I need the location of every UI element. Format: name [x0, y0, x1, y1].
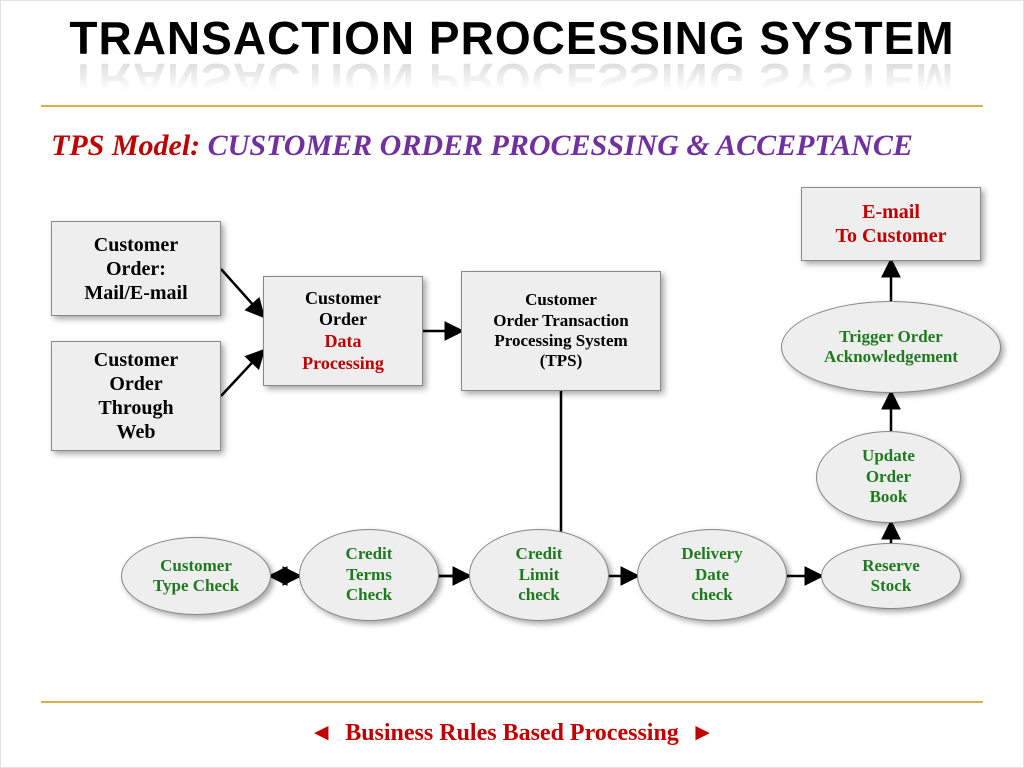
subtitle: TPS Model: CUSTOMER ORDER PROCESSING & A… — [51, 129, 983, 163]
subtitle-prefix: TPS Model: — [51, 129, 200, 162]
node-tps: CustomerOrder TransactionProcessing Syst… — [461, 271, 661, 391]
footer-rule — [41, 701, 983, 703]
node-credit_limit: CreditLimitcheck — [469, 529, 609, 621]
edge-mail_order-to-data_proc — [221, 269, 263, 316]
node-update_book: UpdateOrderBook — [816, 431, 961, 523]
node-cust_type: CustomerType Check — [121, 537, 271, 615]
node-web_order: CustomerOrderThroughWeb — [51, 341, 221, 451]
footer-text: Business Rules Based Processing — [345, 720, 679, 746]
subtitle-main: CUSTOMER ORDER PROCESSING & ACCEPTANCE — [208, 129, 913, 162]
title-underline — [41, 105, 983, 107]
node-data_proc: CustomerOrder DataProcessing — [263, 276, 423, 386]
main-title: TRANSACTION PROCESSING SYSTEM — [1, 11, 1023, 65]
footer-label: ◄ Business Rules Based Processing ► — [1, 719, 1023, 747]
edge-web_order-to-data_proc — [221, 351, 263, 396]
node-reserve: ReserveStock — [821, 543, 961, 609]
left-arrow-icon: ◄ — [309, 719, 333, 746]
node-email_cust: E-mailTo Customer — [801, 187, 981, 261]
title-block: TRANSACTION PROCESSING SYSTEM — [1, 11, 1023, 65]
node-mail_order: CustomerOrder:Mail/E-mail — [51, 221, 221, 316]
node-trigger_ack: Trigger OrderAcknowledgement — [781, 301, 1001, 393]
right-arrow-icon: ► — [691, 719, 715, 746]
node-delivery: DeliveryDatecheck — [637, 529, 787, 621]
diagram-stage: CustomerOrder:Mail/E-mail CustomerOrderTh… — [1, 181, 1023, 767]
node-credit_terms: CreditTermsCheck — [299, 529, 439, 621]
